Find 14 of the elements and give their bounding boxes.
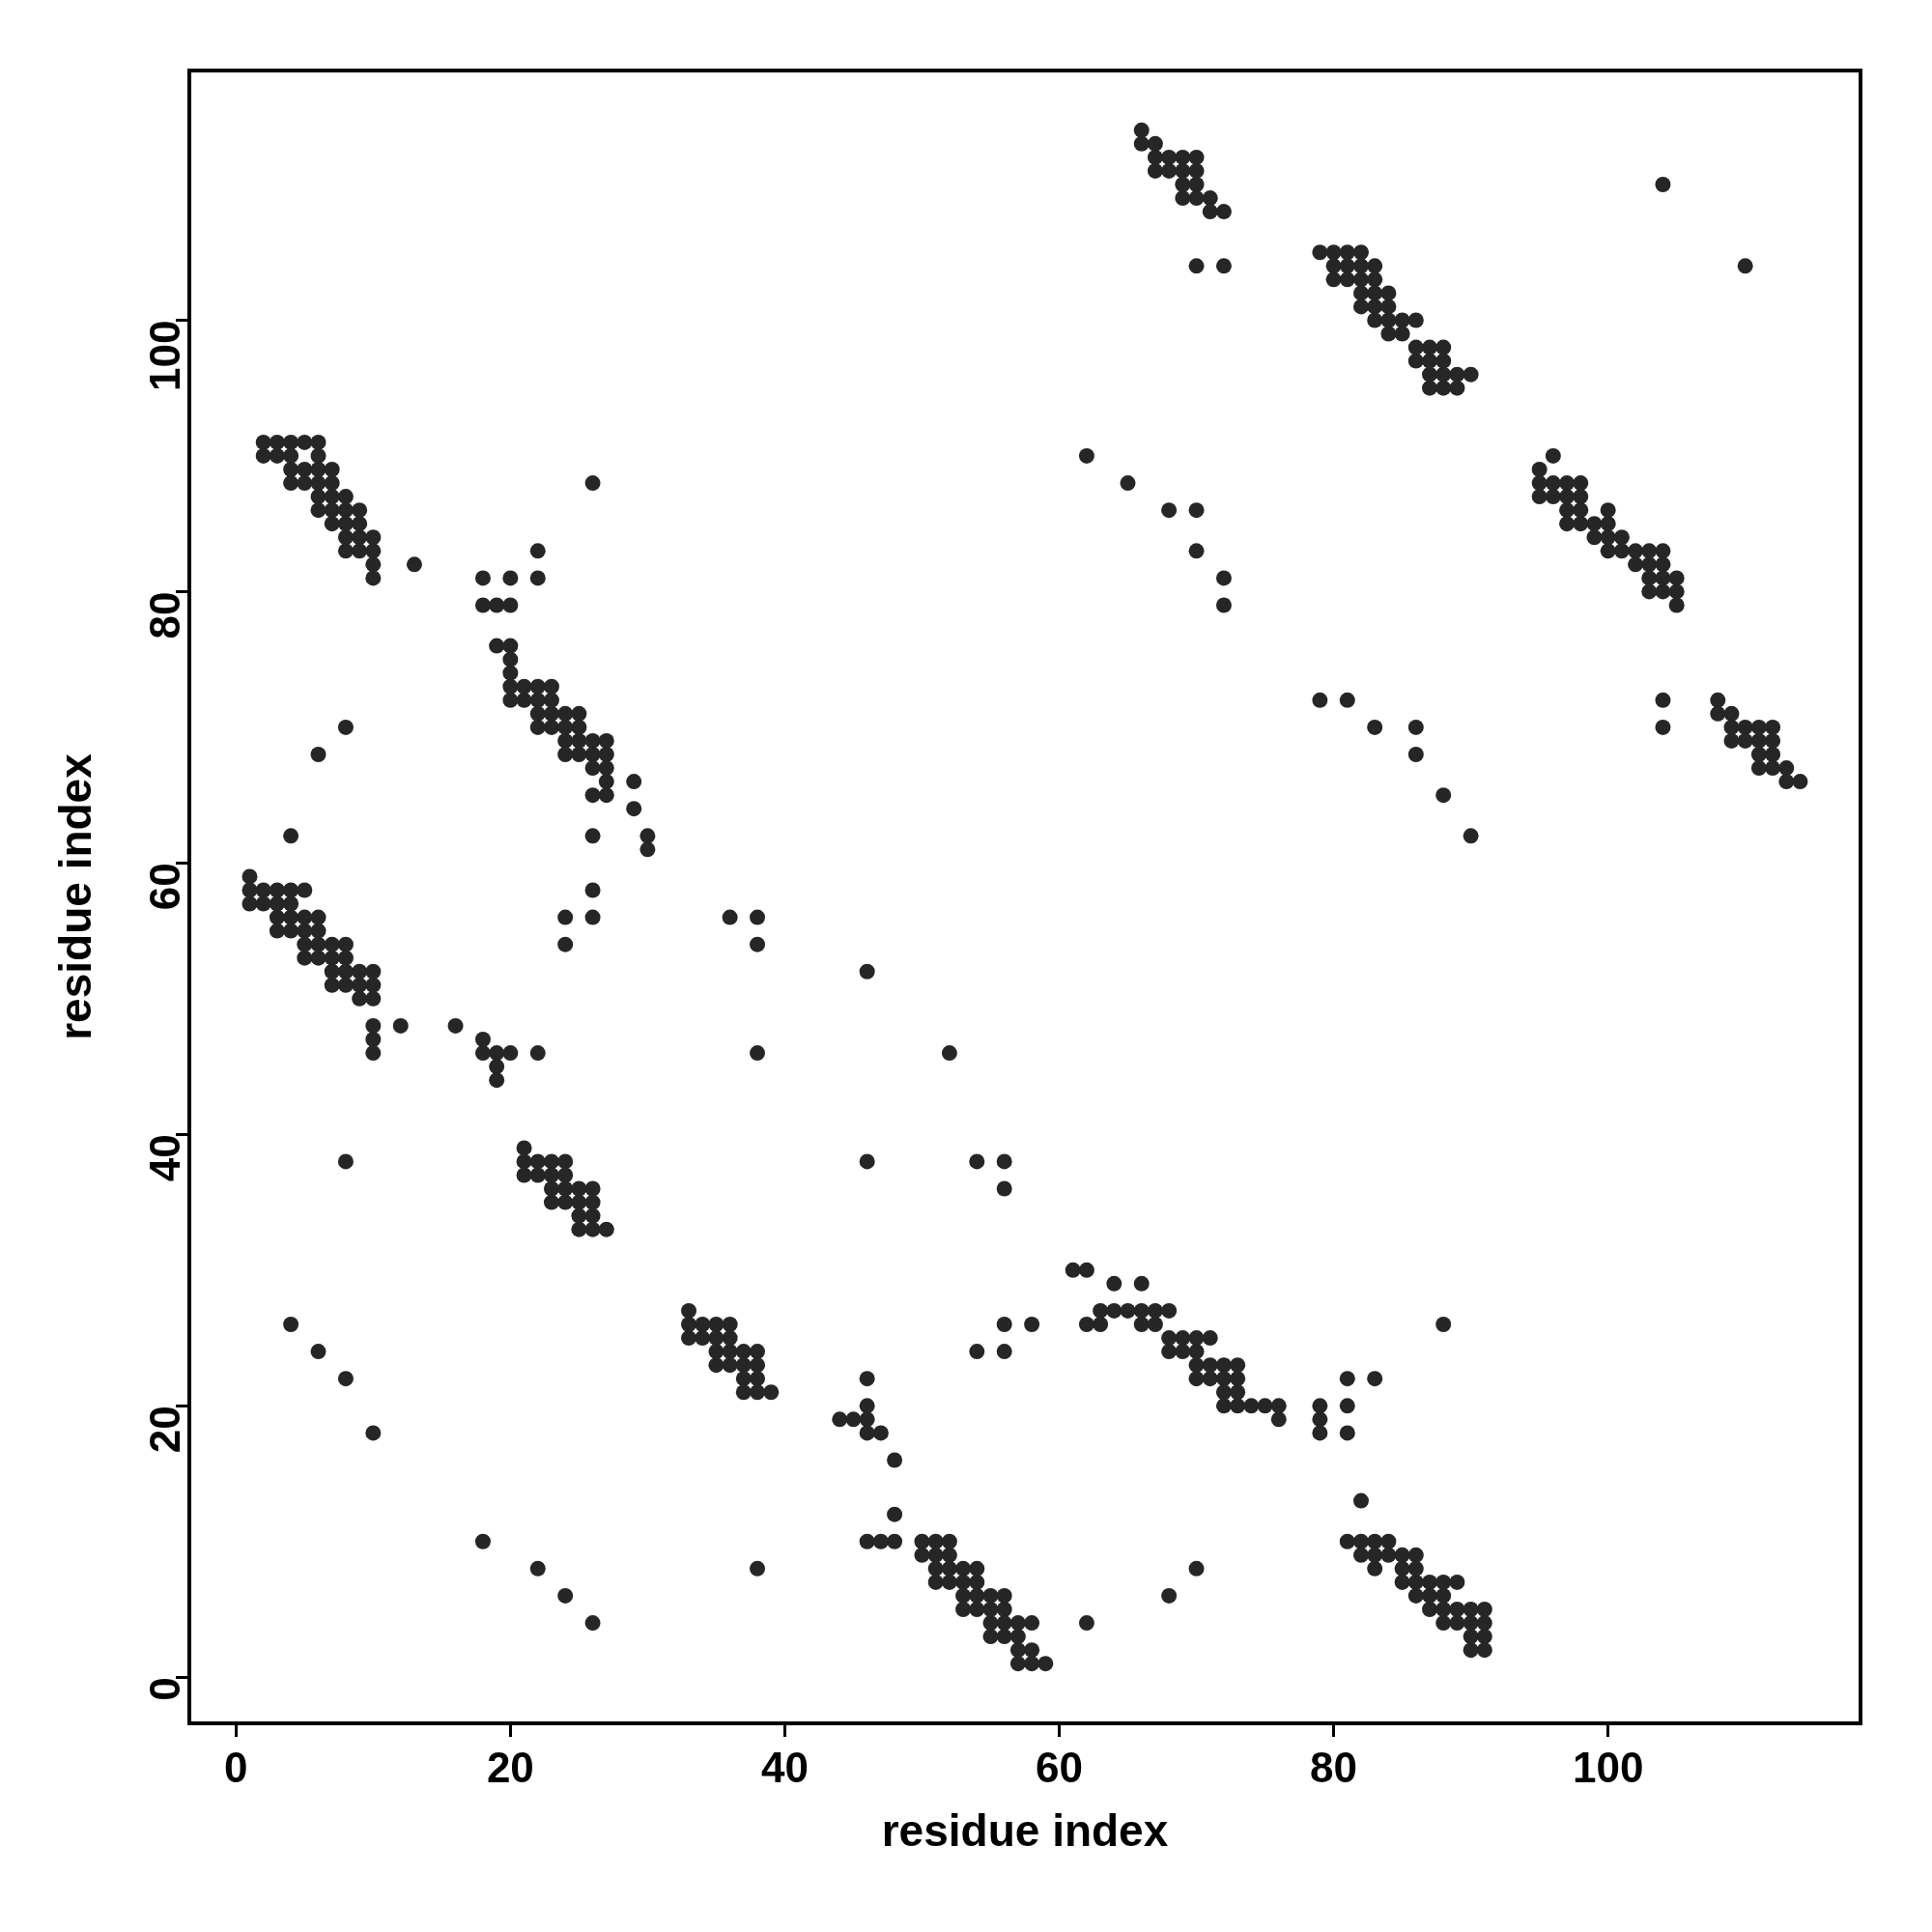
x-tick-label: 80 bbox=[1310, 1743, 1358, 1791]
x-tick-label: 100 bbox=[1572, 1743, 1644, 1791]
y-axis-title: residue index bbox=[50, 753, 101, 1040]
y-tick-label: 60 bbox=[141, 863, 189, 911]
x-axis-title: residue index bbox=[881, 1805, 1169, 1857]
y-tick-label: 20 bbox=[141, 1406, 189, 1454]
y-tick-label: 40 bbox=[141, 1134, 189, 1182]
x-tick-label: 60 bbox=[1036, 1743, 1083, 1791]
x-tick-label: 0 bbox=[224, 1743, 248, 1791]
x-tick-label: 20 bbox=[486, 1743, 534, 1791]
y-tick-label: 0 bbox=[141, 1677, 189, 1701]
y-tick-label: 100 bbox=[141, 320, 189, 391]
x-tick-label: 40 bbox=[760, 1743, 809, 1791]
y-tick-label: 80 bbox=[141, 591, 189, 639]
